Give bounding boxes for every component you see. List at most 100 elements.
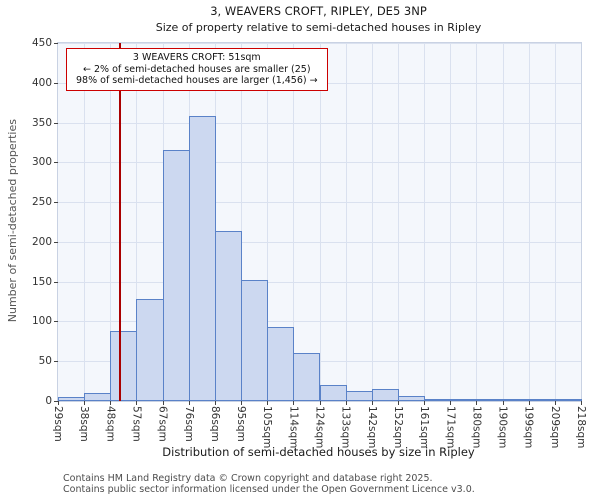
- y-tick-label: 450: [31, 37, 52, 49]
- histogram-bar: [58, 397, 86, 401]
- x-gridline: [554, 43, 556, 401]
- x-tick-label: 86sqm: [208, 406, 221, 442]
- annotation-smaller-line: ← 2% of semi-detached houses are smaller…: [83, 63, 311, 75]
- histogram-bar: [397, 396, 426, 401]
- footer-copyright-line: Contains HM Land Registry data © Crown c…: [63, 473, 433, 484]
- histogram-bar: [293, 353, 321, 401]
- x-tick-mark: [214, 401, 216, 405]
- footer: Contains HM Land Registry data © Crown c…: [63, 473, 593, 495]
- x-gridline: [293, 43, 295, 401]
- x-tick-mark: [162, 401, 164, 405]
- y-tick-mark: [54, 241, 58, 243]
- x-gridline: [241, 43, 243, 401]
- histogram-bar: [502, 399, 530, 401]
- x-tick-label: 38sqm: [78, 406, 91, 442]
- x-gridline: [424, 43, 426, 401]
- x-tick-label: 124sqm: [313, 406, 326, 449]
- histogram-bar: [162, 150, 190, 401]
- y-tick-label: 100: [31, 315, 52, 328]
- x-tick-mark: [397, 401, 399, 405]
- x-tick-label: 142sqm: [365, 406, 378, 449]
- histogram-bar: [476, 398, 504, 401]
- y-tick-label: 400: [31, 76, 52, 89]
- x-tick-mark: [84, 401, 86, 405]
- x-tick-label: 114sqm: [287, 406, 300, 449]
- x-gridline: [502, 43, 504, 401]
- histogram-bar: [319, 385, 347, 401]
- histogram-bar: [84, 393, 112, 401]
- x-tick-mark: [136, 401, 138, 405]
- histogram-bar: [345, 391, 373, 401]
- x-gridline: [136, 43, 138, 401]
- y-tick-label: 350: [31, 116, 52, 129]
- x-gridline: [345, 43, 347, 401]
- x-tick-mark: [110, 401, 112, 405]
- x-gridline: [528, 43, 530, 401]
- x-tick-mark: [241, 401, 243, 405]
- footer-licence-line: Contains public sector information licen…: [63, 483, 475, 495]
- y-tick-label: 200: [31, 235, 52, 248]
- y-tick-mark: [54, 281, 58, 283]
- x-tick-label: 57sqm: [130, 406, 143, 442]
- x-gridline: [397, 43, 399, 401]
- x-gridline: [319, 43, 321, 401]
- x-tick-label: 133sqm: [339, 406, 352, 449]
- histogram-bar: [528, 399, 556, 401]
- x-gridline: [371, 43, 373, 401]
- x-gridline: [450, 43, 452, 401]
- y-axis-label: Number of semi-detached properties: [2, 42, 22, 400]
- y-tick-mark: [54, 122, 58, 124]
- annotation-larger-line: 98% of semi-detached houses are larger (…: [76, 75, 318, 86]
- histogram-bar: [424, 399, 452, 401]
- histogram-bar: [267, 327, 295, 401]
- x-tick-mark: [502, 401, 504, 405]
- x-tick-label: 171sqm: [444, 406, 457, 449]
- x-axis-label: Distribution of semi-detached houses by …: [162, 445, 475, 459]
- histogram-bar: [241, 280, 269, 401]
- chart-subtitle: Size of property relative to semi-detach…: [155, 21, 482, 34]
- annotation-box: 3 WEAVERS CROFT: 51sqm ← 2% of semi-deta…: [66, 48, 328, 91]
- histogram-bar: [136, 299, 164, 401]
- y-tick-mark: [54, 321, 58, 323]
- y-tick-mark: [54, 361, 58, 363]
- x-tick-label: 67sqm: [156, 406, 169, 442]
- histogram-bar: [110, 331, 138, 401]
- x-tick-mark: [58, 401, 59, 405]
- y-tick-label: 300: [31, 156, 52, 169]
- y-tick-label: 150: [31, 275, 52, 288]
- histogram-bar: [214, 230, 243, 401]
- y-tick-mark: [54, 43, 58, 44]
- x-tick-label: 76sqm: [182, 406, 195, 442]
- histogram-bar: [554, 399, 582, 401]
- x-tick-mark: [528, 401, 530, 405]
- x-tick-mark: [476, 401, 478, 405]
- annotation-property-line: 3 WEAVERS CROFT: 51sqm: [132, 52, 261, 63]
- x-tick-label: 209sqm: [548, 406, 561, 449]
- x-tick-mark: [267, 401, 269, 405]
- x-tick-mark: [450, 401, 452, 405]
- x-tick-label: 199sqm: [522, 406, 535, 449]
- x-tick-mark: [293, 401, 295, 405]
- plot-area: 0 50 100 150 200 250 300 350 400 450 29sqm 38sqm 48s…: [32, 37, 587, 448]
- y-tick-mark: [54, 82, 58, 84]
- x-tick-label: 180sqm: [470, 406, 483, 449]
- x-tick-mark: [319, 401, 321, 405]
- x-gridline: [110, 43, 112, 401]
- x-tick-mark: [188, 401, 190, 405]
- y-tick-label: 250: [31, 196, 52, 209]
- property-size-marker-line: [119, 43, 121, 401]
- x-tick-label: 48sqm: [104, 406, 117, 442]
- y-tick-label: 50: [38, 355, 52, 368]
- histogram-bar: [450, 399, 478, 401]
- y-tick-mark: [54, 162, 58, 164]
- x-tick-mark: [424, 401, 426, 405]
- x-tick-mark: [554, 401, 556, 405]
- x-gridline: [267, 43, 269, 401]
- y-tick-mark: [54, 401, 58, 402]
- histogram-bar: [371, 389, 399, 401]
- x-tick-mark: [371, 401, 373, 405]
- x-tick-label: 218sqm: [575, 406, 587, 449]
- x-gridline: [84, 43, 86, 401]
- y-tick-mark: [54, 202, 58, 204]
